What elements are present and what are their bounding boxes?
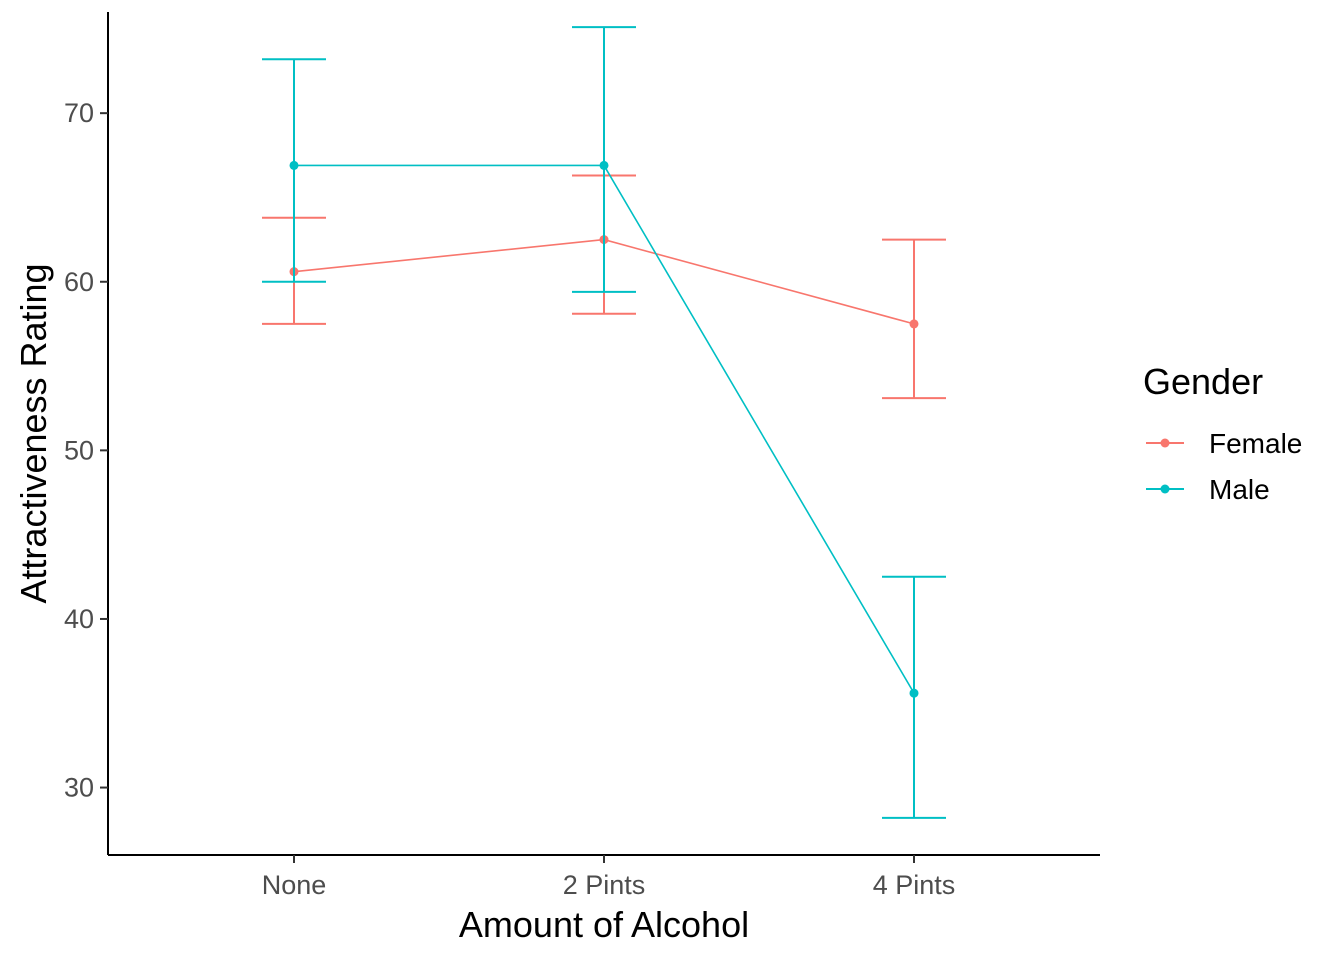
y-tick-label: 40	[64, 604, 94, 634]
plot-area	[262, 26, 946, 819]
legend-item-male: Male	[1146, 474, 1270, 505]
x-tick-label: 2 Pints	[563, 870, 646, 900]
legend-key-point	[1160, 438, 1170, 448]
error-bar	[262, 58, 326, 283]
x-tick-label: None	[262, 870, 327, 900]
y-axis-title: Attractiveness Rating	[13, 263, 54, 603]
y-tick-label: 70	[64, 98, 94, 128]
data-point	[599, 160, 609, 170]
legend-title: Gender	[1143, 361, 1263, 402]
data-point	[909, 688, 919, 698]
legend-item-female: Female	[1146, 428, 1302, 459]
legend: Gender Female Male	[1143, 361, 1302, 505]
legend-key-point	[1160, 484, 1170, 494]
data-point	[909, 319, 919, 329]
y-tick-label: 50	[64, 435, 94, 465]
y-tick-label: 30	[64, 773, 94, 803]
x-tick-label: 4 Pints	[873, 870, 956, 900]
x-axis-title: Amount of Alcohol	[459, 904, 749, 945]
data-point	[289, 160, 299, 170]
series-male	[262, 26, 946, 819]
error-bar	[882, 238, 946, 400]
legend-label: Male	[1209, 474, 1270, 505]
ticks: 30 40 50 60 70 None 2 Pints 4 Pints	[64, 98, 955, 900]
y-tick-label: 60	[64, 267, 94, 297]
error-bar	[572, 26, 636, 293]
legend-label: Female	[1209, 428, 1302, 459]
